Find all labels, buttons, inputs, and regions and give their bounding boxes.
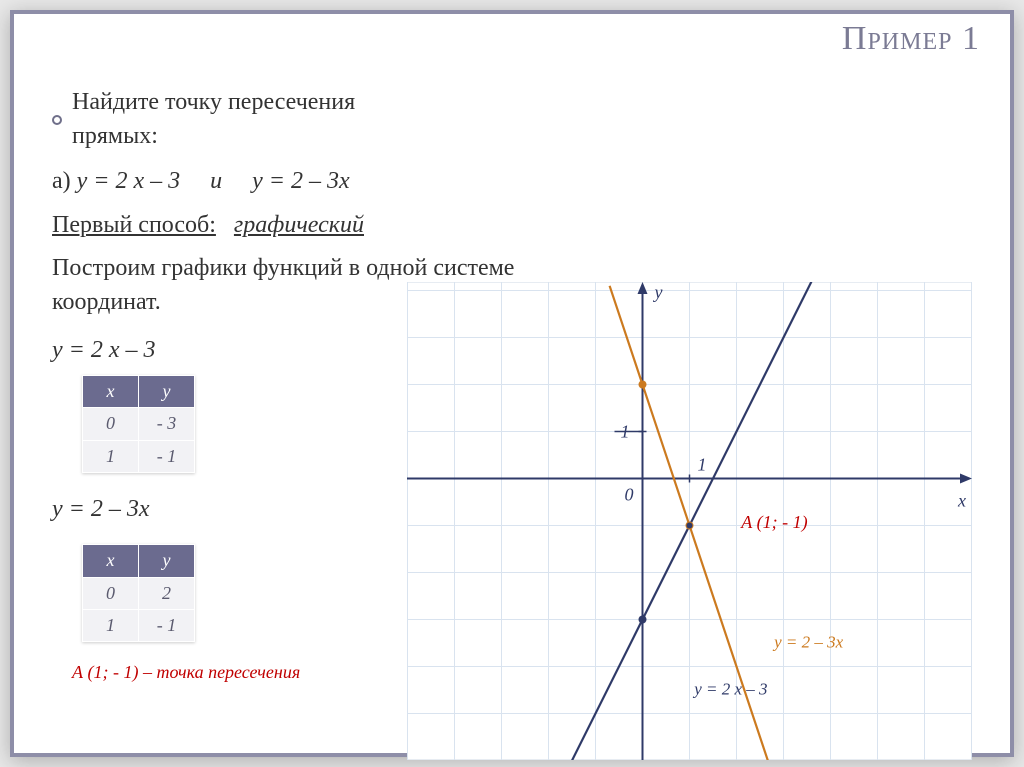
table-1-wrap: x y 0 - 3 1 - 1 [82,375,432,473]
title-text: Пример 1 [842,20,980,57]
build-line-1: Построим графики функций в одной системе [52,252,832,286]
t2-r0-x: 0 [83,577,139,609]
t2-h-x: x [83,545,139,577]
svg-text:x: x [957,491,966,511]
equation-2: y = 2 – 3x [252,168,350,194]
build-line-2: координат. [52,286,432,320]
bullet-line: Найдите точку пересечения прямых: [52,86,432,153]
svg-text:y: y [653,282,663,302]
table-1: x y 0 - 3 1 - 1 [82,375,195,473]
bullet-icon [52,115,62,125]
slide-title: Пример 1 [842,20,980,58]
svg-text:0: 0 [625,485,634,505]
problem-label: а) [52,168,71,194]
conjunction: и [210,168,222,194]
table-2: x y 0 2 1 - 1 [82,544,195,642]
chart-svg: xy011y = 2 x – 3y = 2 – 3xА (1; - 1) [407,282,972,760]
func2-label: y = 2 – 3x [52,493,432,527]
svg-text:y = 2 – 3x: y = 2 – 3x [772,633,844,652]
svg-text:1: 1 [698,455,707,475]
method-line: Первый способ: графический [52,209,432,243]
content-area: Найдите точку пересечения прямых: а) y =… [52,86,990,743]
left-column: Найдите точку пересечения прямых: а) y =… [52,86,432,685]
svg-text:y = 2 x – 3: y = 2 x – 3 [692,680,767,699]
table-2-wrap: x y 0 2 1 - 1 [82,544,432,642]
t1-h-y: y [139,376,195,408]
answer-text: А (1; - 1) – точка пересечения [72,660,432,685]
problem-line: а) y = 2 x – 3 и y = 2 – 3x [52,165,432,199]
method-name: графический [234,212,364,238]
t2-r1-x: 1 [83,609,139,641]
t1-r0-x: 0 [83,408,139,440]
equation-1: y = 2 x – 3 [77,168,181,194]
t2-h-y: y [139,545,195,577]
t1-r1-x: 1 [83,440,139,472]
method-label: Первый способ: [52,212,216,238]
slide: Пример 1 Найдите точку пересечения прямы… [10,10,1014,757]
task-text: Найдите точку пересечения прямых: [72,86,432,153]
chart: xy011y = 2 x – 3y = 2 – 3xА (1; - 1) [407,282,972,760]
t1-r0-y: - 3 [139,408,195,440]
t1-h-x: x [83,376,139,408]
t2-r0-y: 2 [139,577,195,609]
t2-r1-y: - 1 [139,609,195,641]
svg-text:А (1; - 1): А (1; - 1) [740,512,807,533]
func1-label: y = 2 x – 3 [52,334,432,368]
t1-r1-y: - 1 [139,440,195,472]
